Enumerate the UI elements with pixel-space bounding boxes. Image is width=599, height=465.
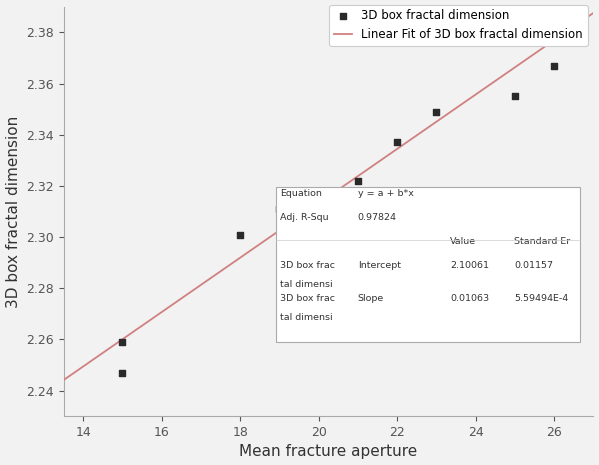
Linear Fit of 3D box fractal dimension [507, 68, 514, 73]
Text: 5.59494E-4: 5.59494E-4 [514, 294, 568, 303]
Text: 2.10061: 2.10061 [450, 261, 489, 270]
3D box fractal dimension [117, 338, 127, 345]
Text: 3D box frac: 3D box frac [280, 261, 335, 270]
3D box fractal dimension [392, 139, 402, 146]
Bar [276, 187, 580, 343]
3D box fractal dimension [549, 62, 559, 69]
3D box fractal dimension [510, 93, 520, 100]
3D box fractal dimension [117, 369, 127, 376]
Text: y = a + b*x: y = a + b*x [358, 189, 413, 198]
Text: Value: Value [450, 237, 477, 246]
Linear Fit of 3D box fractal dimension [62, 376, 69, 382]
Text: Equation: Equation [280, 189, 322, 198]
Text: 3D box frac: 3D box frac [280, 294, 335, 303]
Text: Slope: Slope [358, 294, 384, 303]
Linear Fit of 3D box fractal dimension [376, 159, 383, 164]
3D box fractal dimension [235, 231, 245, 238]
Text: tal dimensi: tal dimensi [280, 313, 332, 322]
Linear Fit of 3D box fractal dimension [374, 160, 381, 166]
Linear Fit of 3D box fractal dimension [60, 377, 67, 383]
Text: 0.01157: 0.01157 [514, 261, 553, 270]
Linear Fit of 3D box fractal dimension [540, 45, 547, 50]
Text: Intercept: Intercept [358, 261, 401, 270]
Text: Standard Er: Standard Er [514, 237, 570, 246]
3D box fractal dimension [432, 108, 441, 115]
3D box fractal dimension [275, 205, 285, 213]
X-axis label: Mean fracture aperture: Mean fracture aperture [240, 445, 418, 459]
Text: 0.01063: 0.01063 [450, 294, 489, 303]
Text: Adj. R-Squ: Adj. R-Squ [280, 213, 328, 222]
Linear Fit of 3D box fractal dimension [385, 153, 392, 158]
Linear Fit of 3D box fractal dimension [590, 10, 597, 16]
3D box fractal dimension [353, 177, 363, 185]
Text: 0.97824: 0.97824 [358, 213, 397, 222]
Text: tal dimensi: tal dimensi [280, 280, 332, 289]
Line: Linear Fit of 3D box fractal dimension: Linear Fit of 3D box fractal dimension [63, 13, 594, 380]
Y-axis label: 3D box fractal dimension: 3D box fractal dimension [5, 115, 20, 308]
Legend: 3D box fractal dimension, Linear Fit of 3D box fractal dimension: 3D box fractal dimension, Linear Fit of … [329, 5, 588, 46]
